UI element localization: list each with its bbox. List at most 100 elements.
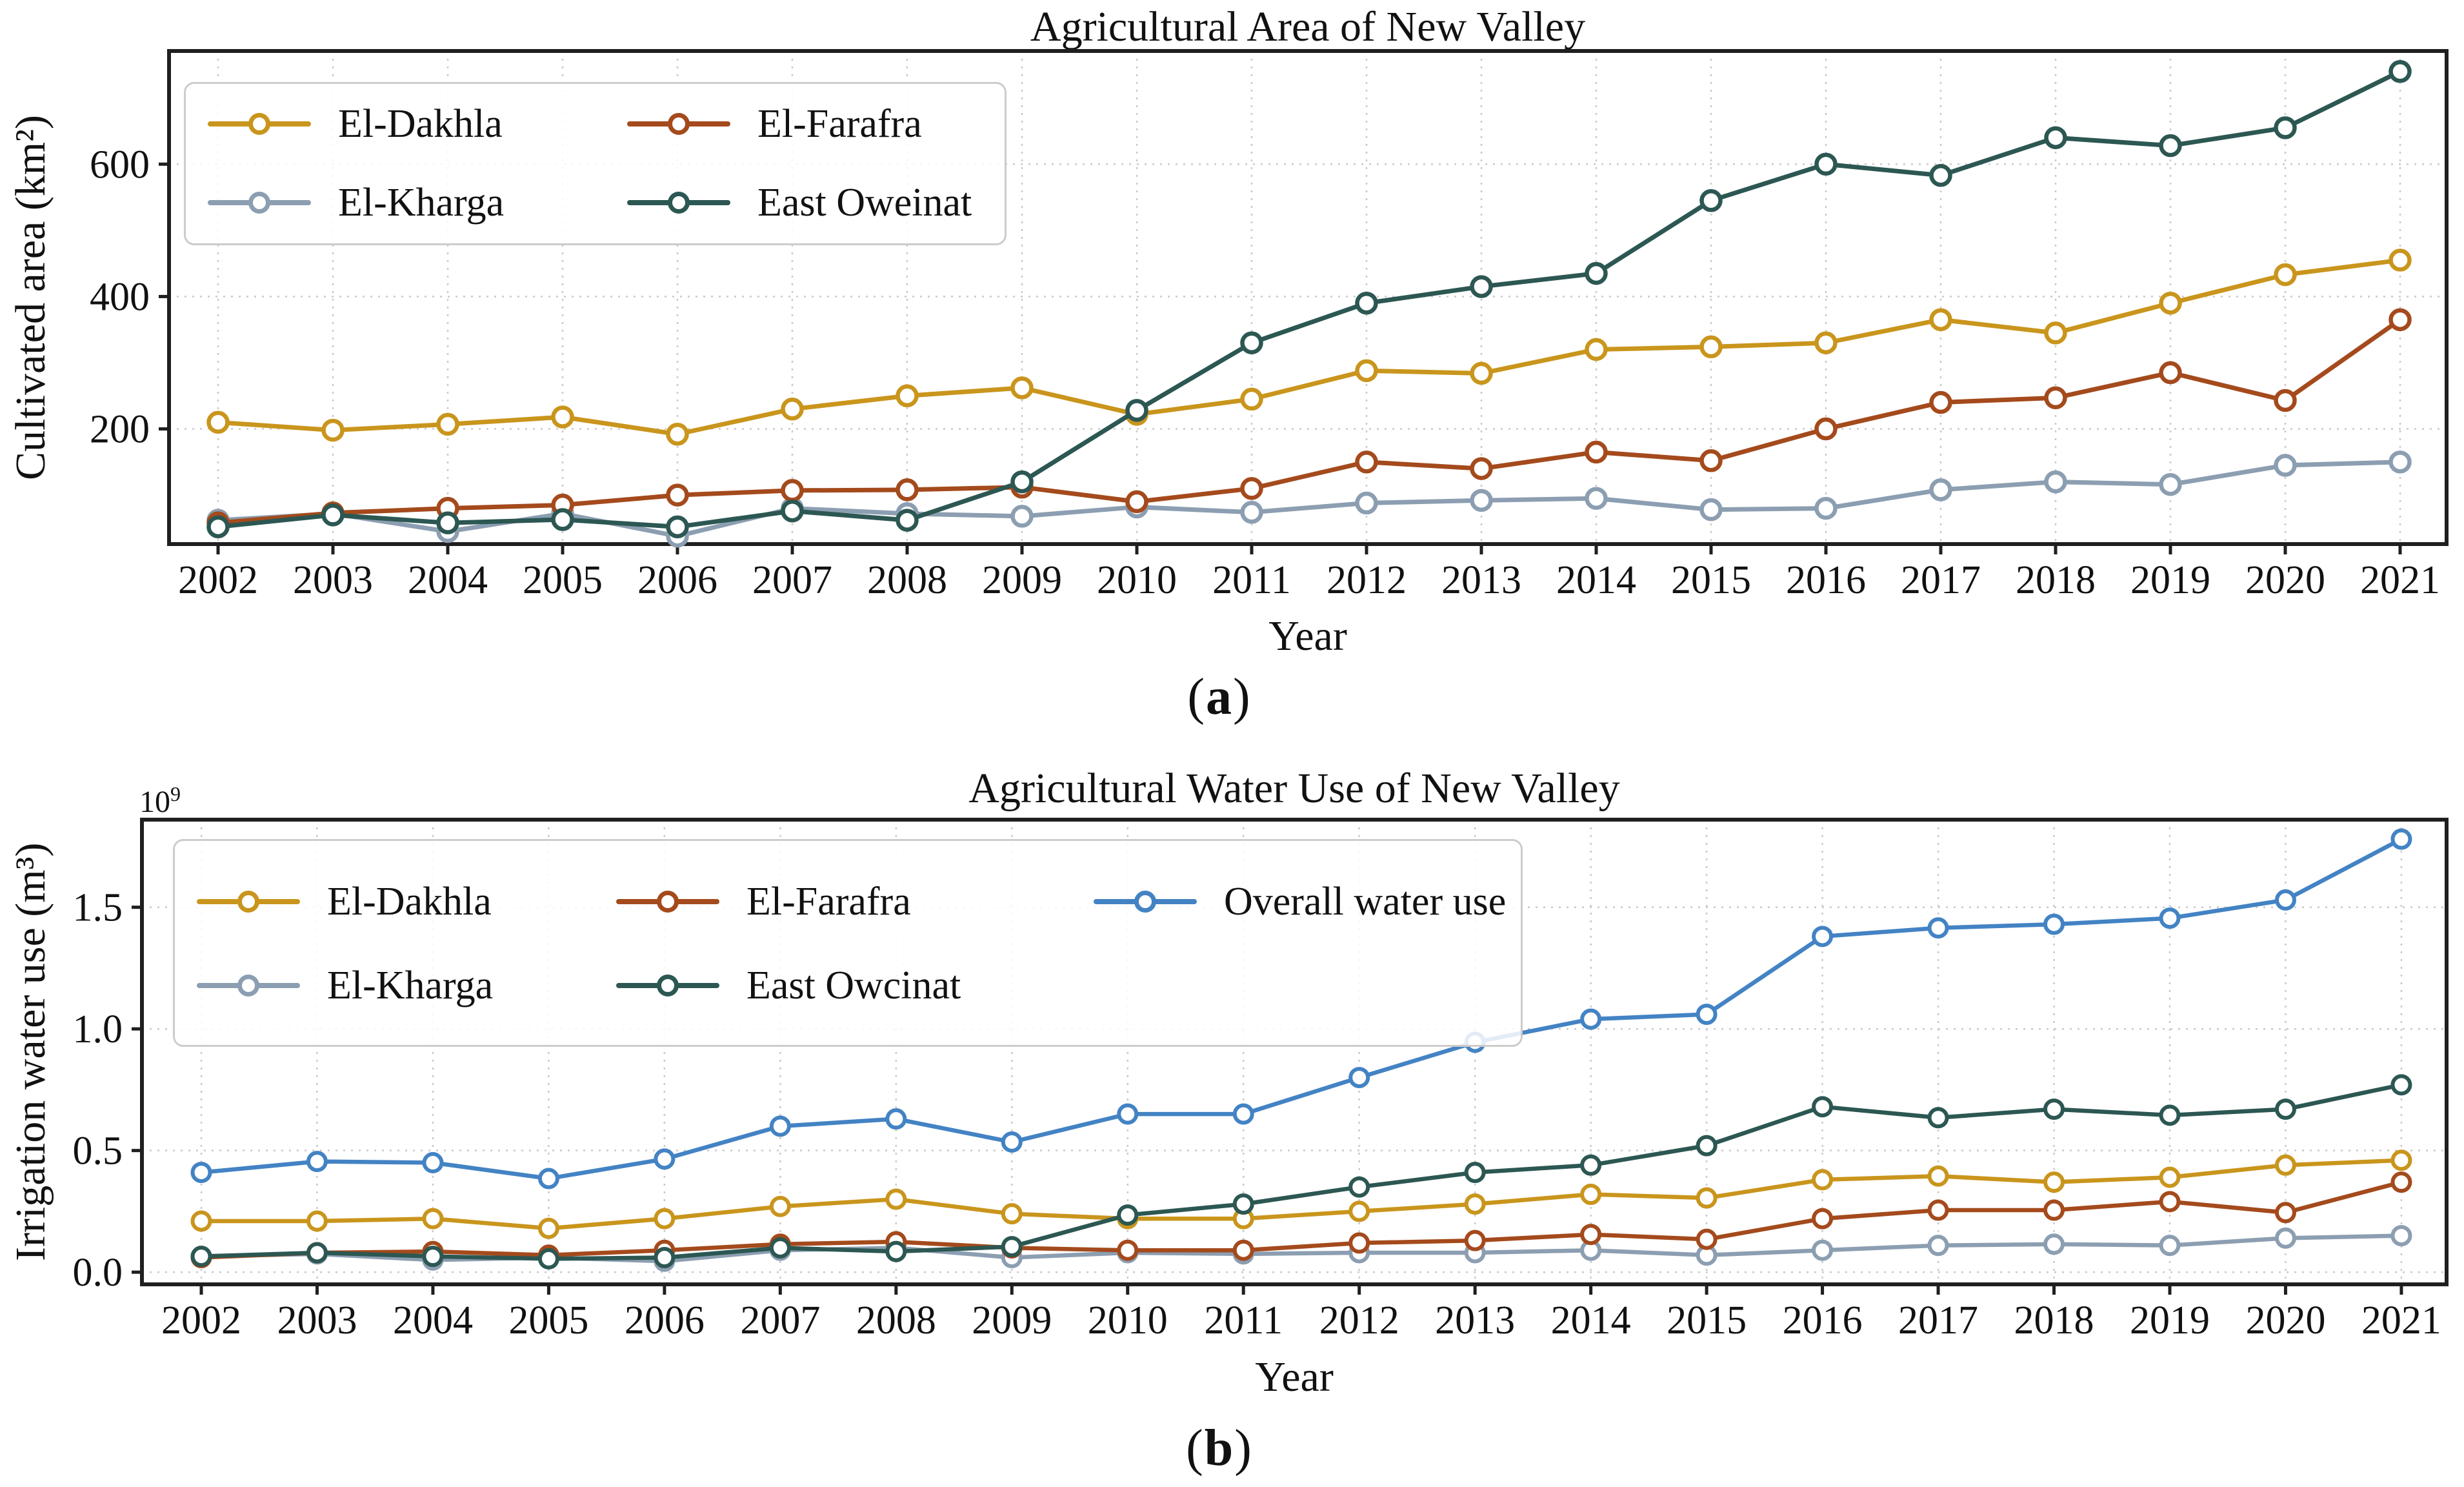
series-marker-El-Farafra xyxy=(1814,417,1838,441)
series-marker-El-Farafra xyxy=(2159,361,2182,385)
series-marker-Overall water use xyxy=(422,1152,444,1174)
series-marker-El-Dakhla xyxy=(1696,1187,1718,1209)
series-line-El-Farafra xyxy=(215,317,2403,525)
x-tick-label: 2004 xyxy=(408,558,488,602)
legend-item-East Owcinat: East Owcinat xyxy=(616,953,1094,1018)
series-marker-El-Kharga xyxy=(1699,498,1723,521)
series-marker-Overall water use xyxy=(1812,926,1834,947)
x-tick-label: 2021 xyxy=(2360,558,2440,602)
series-marker-El-Dakhla xyxy=(2389,248,2412,272)
series-marker-East Owcinat xyxy=(1812,1096,1834,1118)
legend-marker-icon xyxy=(627,111,730,137)
x-tick-label: 2018 xyxy=(2016,558,2096,602)
series-marker-East Oweinat xyxy=(551,508,574,531)
series-marker-Overall water use xyxy=(1232,1103,1254,1125)
series-marker-East Owcinat xyxy=(885,1240,907,1262)
x-tick-label: 2008 xyxy=(856,1299,936,1342)
series-marker-El-Dakhla xyxy=(1355,359,1378,383)
series-marker-East Owcinat xyxy=(1696,1135,1718,1157)
series-marker-East Owcinat xyxy=(654,1247,676,1269)
caption-a-letter: a xyxy=(1206,669,1233,725)
x-tick-label: 2015 xyxy=(1671,558,1751,602)
y-tick-label: 600 xyxy=(90,143,150,187)
series-marker-East Oweinat xyxy=(1355,291,1378,315)
legend-marker-icon xyxy=(208,111,311,137)
series-marker-El-Dakhla xyxy=(1001,1203,1023,1225)
series-marker-El-Farafra xyxy=(2159,1191,2181,1213)
legend-item-Overall water use: Overall water use xyxy=(1094,869,1521,934)
series-marker-El-Farafra xyxy=(1464,1229,1486,1251)
legend-label: East Owcinat xyxy=(746,963,961,1007)
series-marker-East Owcinat xyxy=(2159,1104,2181,1126)
x-tick-label: 2009 xyxy=(982,558,1062,602)
x-tick-label: 2009 xyxy=(972,1299,1052,1342)
series-marker-El-Kharga xyxy=(2274,1227,2296,1249)
y-tick-label: 200 xyxy=(90,408,150,452)
series-marker-El-Dakhla xyxy=(666,423,689,446)
series-marker-El-Kharga xyxy=(1812,1239,1834,1261)
series-marker-El-Kharga xyxy=(1470,489,1493,512)
legend-marker-icon xyxy=(627,190,730,216)
series-marker-El-Dakhla xyxy=(1240,387,1263,411)
series-marker-El-Farafra xyxy=(1470,457,1493,480)
series-marker-El-Dakhla xyxy=(781,398,804,421)
chart-b-title: Agricultural Water Use of New Valley xyxy=(968,765,1620,812)
series-marker-El-Farafra xyxy=(2390,1171,2412,1193)
x-tick-label: 2011 xyxy=(1204,1299,1283,1342)
chart-b-x-axis-label: Year xyxy=(1255,1353,1334,1401)
series-marker-El-Kharga xyxy=(2389,450,2412,474)
series-marker-East Owcinat xyxy=(2274,1098,2296,1120)
series-marker-East Oweinat xyxy=(781,499,804,523)
chart-a-title: Agricultural Area of New Valley xyxy=(1030,3,1586,50)
legend-marker-icon xyxy=(616,889,719,915)
series-marker-El-Farafra xyxy=(2389,308,2412,332)
legend-label: El-Kharga xyxy=(338,180,505,225)
series-line-Overall water use xyxy=(199,836,2404,1181)
series-marker-East Owcinat xyxy=(1580,1154,1602,1176)
series-marker-El-Dakhla xyxy=(1927,1165,1949,1187)
legend-marker-icon xyxy=(616,973,719,998)
series-marker-El-Kharga xyxy=(1010,505,1034,528)
x-tick-label: 2006 xyxy=(625,1299,705,1342)
series-marker-Overall water use xyxy=(2043,913,2065,935)
series-marker-El-Dakhla xyxy=(1010,376,1034,400)
x-tick-label: 2010 xyxy=(1088,1299,1168,1342)
legend-item-El-Dakhla: El-Dakhla xyxy=(197,869,616,934)
offset-base: 10 xyxy=(139,785,170,819)
series-marker-East Oweinat xyxy=(436,511,459,534)
series-marker-East Oweinat xyxy=(2044,126,2067,150)
series-marker-El-Farafra xyxy=(1355,450,1378,474)
x-tick-label: 2016 xyxy=(1786,558,1866,602)
series-marker-El-Dakhla xyxy=(1814,331,1838,354)
series-marker-Overall water use xyxy=(306,1151,328,1173)
caption-b-open: ( xyxy=(1186,1420,1205,1477)
legend-label: El-Kharga xyxy=(327,963,494,1007)
series-marker-Overall water use xyxy=(1117,1103,1139,1125)
series-marker-East Owcinat xyxy=(1348,1176,1370,1198)
x-tick-label: 2013 xyxy=(1441,558,1521,602)
series-marker-Overall water use xyxy=(769,1115,791,1137)
series-marker-El-Dakhla xyxy=(2159,1166,2181,1188)
series-marker-El-Kharga xyxy=(1355,491,1378,515)
caption-a-close: ) xyxy=(1233,669,1252,725)
series-line-East Oweinat xyxy=(215,69,2403,529)
legend-marker-icon xyxy=(197,889,300,915)
x-tick-label: 2012 xyxy=(1327,558,1407,602)
series-marker-East Oweinat xyxy=(1814,152,1838,176)
chart-b-legend: El-Dakhla El-Farafra Overall water use El-K… xyxy=(173,839,1523,1047)
series-marker-East Owcinat xyxy=(1232,1193,1254,1215)
y-tick-label: 0.0 xyxy=(73,1251,123,1295)
series-marker-East Oweinat xyxy=(321,503,345,527)
series-marker-East Oweinat xyxy=(2274,116,2297,139)
series-marker-El-Dakhla xyxy=(2044,321,2067,345)
series-marker-East Oweinat xyxy=(1585,261,1608,285)
series-marker-East Oweinat xyxy=(1699,189,1723,212)
series-marker-El-Kharga xyxy=(2043,1233,2065,1255)
series-marker-El-Kharga xyxy=(1929,478,1952,501)
series-marker-El-Farafra xyxy=(2043,1199,2065,1221)
series-marker-East Owcinat xyxy=(1117,1204,1139,1226)
series-marker-El-Dakhla xyxy=(1812,1169,1834,1191)
x-tick-label: 2016 xyxy=(1783,1299,1863,1342)
caption-b-close: ) xyxy=(1234,1420,1253,1477)
